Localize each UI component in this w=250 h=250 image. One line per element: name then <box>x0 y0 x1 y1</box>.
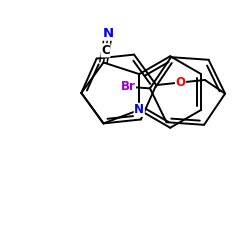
Text: N: N <box>103 27 114 40</box>
Text: O: O <box>176 76 186 89</box>
Text: N: N <box>134 104 144 117</box>
Text: Br: Br <box>120 80 136 93</box>
Text: C: C <box>101 44 110 57</box>
